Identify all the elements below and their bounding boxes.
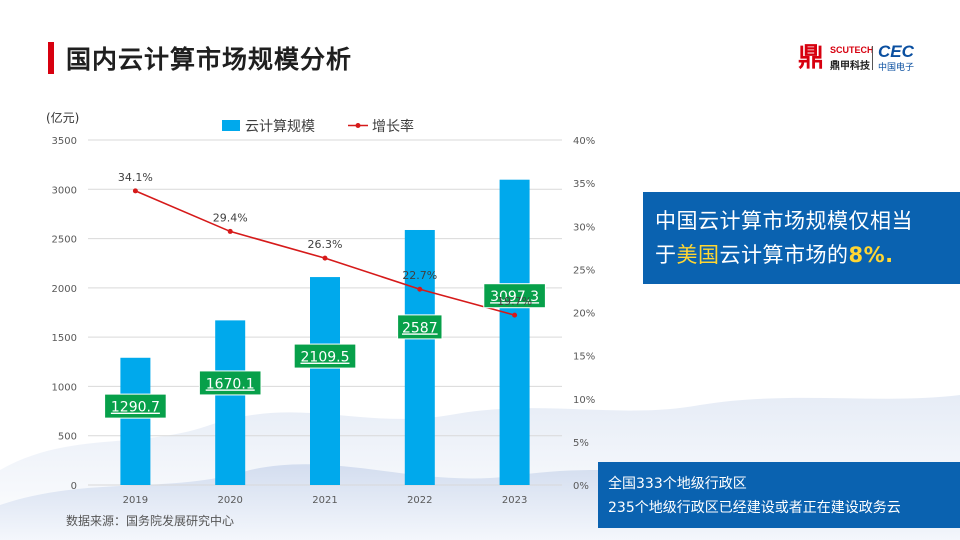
- y-right-tick-label: 0%: [573, 481, 589, 492]
- bar-value-label: 2109.5: [301, 350, 350, 366]
- y-left-tick-label: 3000: [52, 185, 77, 196]
- bar-2023: [499, 179, 530, 486]
- y-right-tick-label: 10%: [573, 395, 595, 406]
- y-left-tick-label: 0: [71, 481, 77, 492]
- y-left-tick-label: 1500: [52, 333, 77, 344]
- y-left-tick-label: 500: [58, 432, 77, 443]
- legend-line-label: 增长率: [372, 118, 414, 135]
- y-axis-unit: (亿元): [46, 111, 80, 125]
- company-logos: 鼎 SCUTECH 鼎甲科技 CEC 中国电子: [798, 42, 918, 73]
- y-right-tick-label: 30%: [573, 222, 595, 233]
- y-right-tick-label: 35%: [573, 179, 595, 190]
- cec-logo-text: CEC: [878, 42, 914, 61]
- bar-value-label-box: [397, 314, 443, 340]
- bar-value-label: 1670.1: [206, 376, 255, 392]
- x-tick-label: 2022: [407, 495, 432, 506]
- callout-box: 中国云计算市场规模仅相当 于美国云计算市场的8%.: [643, 192, 960, 284]
- growth-rate-label: 29.4%: [213, 211, 248, 224]
- x-tick-label: 2023: [502, 495, 527, 506]
- growth-point-2019: [132, 188, 138, 194]
- bar-value-label-box: [483, 283, 546, 309]
- x-tick-label: 2019: [123, 495, 148, 506]
- growth-point-2023: [512, 312, 518, 318]
- y-right-tick-label: 25%: [573, 265, 595, 276]
- bar-2020: [215, 320, 246, 485]
- x-tick-label: 2020: [217, 495, 242, 506]
- legend-bar-swatch: [222, 120, 240, 131]
- scutech-logo-text: SCUTECH: [830, 45, 874, 55]
- x-tick-label: 2021: [312, 495, 337, 506]
- bar-value-label: 1290.7: [111, 400, 160, 416]
- legend-bar-label: 云计算规模: [245, 119, 315, 135]
- growth-rate-label: 19.7%: [497, 295, 532, 308]
- y-right-tick-label: 40%: [573, 136, 595, 147]
- data-source: 数据来源：国务院发展研究中心: [66, 514, 235, 528]
- title-accent-bar: [48, 42, 54, 74]
- logo-divider: [872, 46, 873, 70]
- growth-point-2020: [227, 228, 233, 234]
- bar-value-label-box: [104, 393, 167, 419]
- callout-line-2: 于美国云计算市场的8%.: [655, 238, 950, 272]
- callout-highlight-usa: 美国: [676, 243, 720, 267]
- bar-2022: [404, 229, 435, 485]
- growth-point-2022: [417, 286, 423, 292]
- page-title: 国内云计算市场规模分析: [66, 45, 353, 74]
- callout-highlight-pct: 8%.: [848, 243, 894, 267]
- note-box: 全国333个地级行政区 235个地级行政区已经建设或者正在建设政务云: [598, 462, 960, 528]
- bar-value-label: 3097.3: [490, 289, 539, 305]
- bar-value-label: 2587: [402, 320, 438, 336]
- y-right-tick-label: 15%: [573, 352, 595, 363]
- bar-value-label-box: [198, 370, 262, 396]
- growth-rate-label: 26.3%: [308, 238, 343, 251]
- scutech-logo-mark: 鼎: [798, 43, 825, 73]
- bar-2019: [120, 357, 151, 485]
- note-line-1: 全国333个地级行政区: [608, 476, 747, 492]
- legend-line-marker: [355, 123, 361, 128]
- cec-logo-cn: 中国电子: [878, 63, 915, 73]
- y-left-tick-label: 2000: [52, 284, 77, 295]
- note-line-2: 235个地级行政区已经建设或者正在建设政务云: [608, 500, 901, 516]
- y-right-tick-label: 20%: [573, 309, 595, 320]
- callout-text-b: 云计算市场的: [719, 243, 849, 267]
- y-left-tick-label: 1000: [52, 382, 77, 393]
- callout-text-a: 于: [655, 243, 677, 267]
- y-left-tick-label: 3500: [52, 136, 77, 147]
- bar-2021: [310, 277, 340, 485]
- callout-line-1: 中国云计算市场规模仅相当: [655, 209, 913, 233]
- bar-value-label-box: [293, 343, 357, 369]
- growth-rate-label: 34.1%: [118, 171, 153, 184]
- y-right-tick-label: 5%: [573, 438, 589, 449]
- y-left-tick-label: 2500: [52, 235, 77, 246]
- scutech-logo-cn: 鼎甲科技: [830, 61, 870, 72]
- growth-point-2021: [322, 255, 328, 261]
- growth-rate-label: 22.7%: [402, 269, 437, 282]
